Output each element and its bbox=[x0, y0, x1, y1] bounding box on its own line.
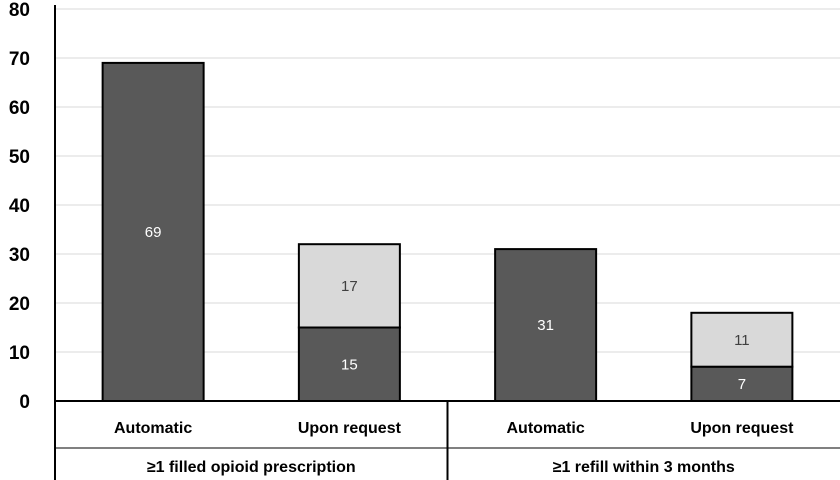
x-axis-category-labels: Automatic Upon request Automatic Upon reque… bbox=[114, 420, 794, 437]
y-tick-label: 80 bbox=[9, 0, 30, 21]
data-label: 17 bbox=[341, 278, 358, 295]
x-category-label: Upon request bbox=[690, 420, 794, 437]
bars bbox=[101, 61, 794, 403]
y-tick-label: 60 bbox=[9, 98, 30, 119]
axes bbox=[54, 5, 840, 480]
x-category-label: Automatic bbox=[114, 420, 192, 437]
x-group-label: ≥1 filled opioid prescription bbox=[147, 459, 356, 476]
x-group-label: ≥1 refill within 3 months bbox=[553, 459, 735, 476]
bar-segment bbox=[494, 248, 598, 402]
bar-segment bbox=[297, 243, 401, 329]
y-tick-label: 40 bbox=[9, 196, 30, 217]
y-tick-label: 70 bbox=[9, 49, 30, 70]
x-axis-group-labels: ≥1 filled opioid prescription ≥1 refill w… bbox=[147, 459, 735, 476]
y-tick-label: 0 bbox=[19, 392, 30, 413]
y-axis-ticks: 0 10 20 30 40 50 60 70 80 bbox=[9, 0, 30, 413]
data-label: 31 bbox=[537, 317, 554, 334]
data-label: 11 bbox=[734, 332, 750, 349]
x-category-label: Automatic bbox=[507, 420, 585, 437]
y-tick-label: 20 bbox=[9, 294, 30, 315]
data-labels: 69 15 17 31 7 11 bbox=[145, 224, 750, 393]
y-tick-label: 10 bbox=[9, 343, 30, 364]
bar-segment bbox=[101, 61, 205, 403]
y-tick-label: 30 bbox=[9, 245, 30, 266]
y-tick-label: 50 bbox=[9, 147, 30, 168]
data-label: 7 bbox=[738, 376, 746, 393]
data-label: 15 bbox=[341, 356, 358, 373]
x-category-label: Upon request bbox=[298, 420, 402, 437]
bar-segment bbox=[690, 311, 794, 368]
data-label: 69 bbox=[145, 224, 162, 241]
